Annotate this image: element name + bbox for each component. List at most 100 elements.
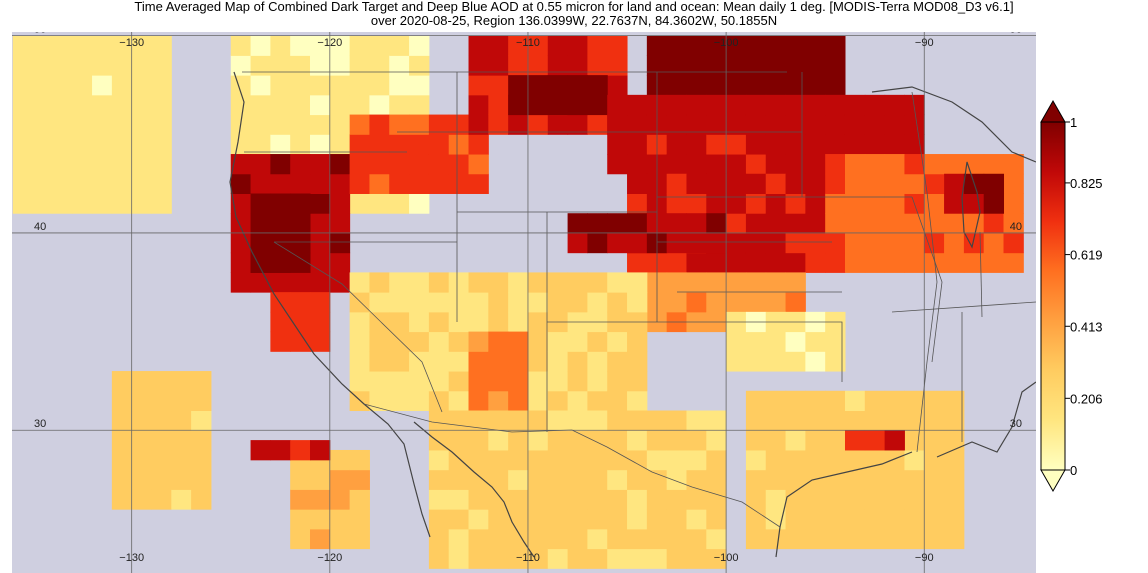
aod-cell (349, 75, 370, 96)
aod-cell (111, 114, 133, 135)
aod-cell (884, 154, 905, 175)
aod-cell (745, 528, 767, 550)
aod-cell (726, 55, 747, 76)
aod-cell (726, 35, 747, 56)
aod-cell (587, 94, 608, 116)
aod-cell (131, 193, 152, 214)
aod-cell (627, 213, 648, 234)
aod-cell (745, 35, 767, 56)
aod-cell (488, 55, 509, 76)
aod-cell (607, 469, 628, 490)
aod-cell (448, 292, 470, 313)
aod-cell (567, 371, 588, 392)
aod-cell (547, 94, 569, 116)
aod-cell (527, 449, 549, 471)
aod-cell (765, 489, 787, 510)
aod-cell (627, 292, 648, 313)
aod-cell (389, 371, 410, 392)
aod-cell (488, 528, 509, 550)
aod-cell (171, 410, 192, 431)
aod-cell (706, 489, 727, 510)
aod-cell (428, 371, 450, 392)
aod-cell (191, 469, 212, 490)
aod-cell (785, 94, 806, 116)
aod-cell (369, 55, 390, 76)
aod-cell (904, 134, 925, 155)
aod-cell (825, 173, 846, 194)
aod-cell (250, 134, 271, 155)
aod-cell (805, 232, 826, 254)
aod-cell (468, 292, 489, 313)
aod-cell (963, 213, 985, 234)
aod-cell (963, 232, 985, 254)
aod-cell (944, 232, 965, 254)
aod-cell (944, 430, 965, 451)
aod-cell (686, 232, 707, 254)
aod-cell (508, 371, 529, 392)
aod-cell (409, 351, 430, 372)
aod-cell (329, 213, 351, 234)
aod-cell (389, 193, 410, 214)
aod-cell (785, 509, 806, 530)
aod-cell (428, 292, 450, 313)
aod-cell (409, 371, 430, 392)
colorbar-tick-label: 0.825 (1070, 176, 1103, 191)
lat-tick-label: 50 (1010, 32, 1022, 36)
aod-cell (349, 489, 370, 510)
aod-cell (230, 252, 252, 273)
border-ca-east (273, 241, 443, 413)
aod-cell (92, 154, 113, 175)
aod-cell (666, 213, 687, 234)
aod-cell (627, 390, 648, 412)
aod-cell (627, 154, 648, 175)
aod-cell (527, 469, 549, 490)
aod-cell (527, 390, 549, 412)
colorbar-over-triangle (1040, 100, 1066, 123)
lon-tick-label: −110 (516, 552, 540, 564)
aod-cell (428, 311, 450, 333)
aod-cell (270, 94, 291, 116)
aod-cell (52, 173, 73, 194)
aod-cell (349, 55, 370, 76)
aod-cell (230, 75, 252, 96)
aod-cell (527, 331, 549, 352)
aod-cell (250, 154, 271, 175)
aod-cell (686, 528, 707, 550)
aod-cell (12, 55, 34, 76)
aod-cell (290, 489, 311, 510)
aod-cell (864, 528, 886, 550)
aod-cell (607, 232, 628, 254)
aod-cell (587, 371, 608, 392)
aod-cell (448, 173, 470, 194)
aod-cell (587, 114, 608, 135)
aod-cell (111, 390, 133, 412)
aod-cell (1003, 232, 1024, 254)
aod-cell (765, 410, 787, 431)
aod-cell (666, 528, 687, 550)
aod-cell (329, 134, 351, 155)
aod-cell (983, 252, 1005, 273)
aod-cell (250, 94, 271, 116)
aod-cell (904, 509, 925, 530)
aod-cell (250, 193, 271, 214)
aod-cell (944, 469, 965, 490)
aod-cell (607, 213, 628, 234)
aod-cell (369, 75, 390, 96)
aod-cell (666, 252, 687, 273)
aod-cell (924, 390, 945, 412)
aod-cell (151, 449, 172, 471)
aod-cell (627, 272, 648, 293)
aod-cell (428, 114, 450, 135)
aod-cell (508, 548, 529, 569)
aod-cell (12, 193, 34, 214)
aod-cell (369, 173, 390, 194)
aod-cell (745, 410, 767, 431)
aod-cell (567, 114, 588, 135)
aod-cell (666, 94, 687, 116)
aod-cell (349, 173, 370, 194)
lon-tick-label: −90 (915, 552, 934, 564)
aod-cell (686, 292, 707, 313)
aod-grid-cells (12, 35, 1024, 569)
aod-cell (290, 252, 311, 273)
aod-cell (230, 55, 252, 76)
